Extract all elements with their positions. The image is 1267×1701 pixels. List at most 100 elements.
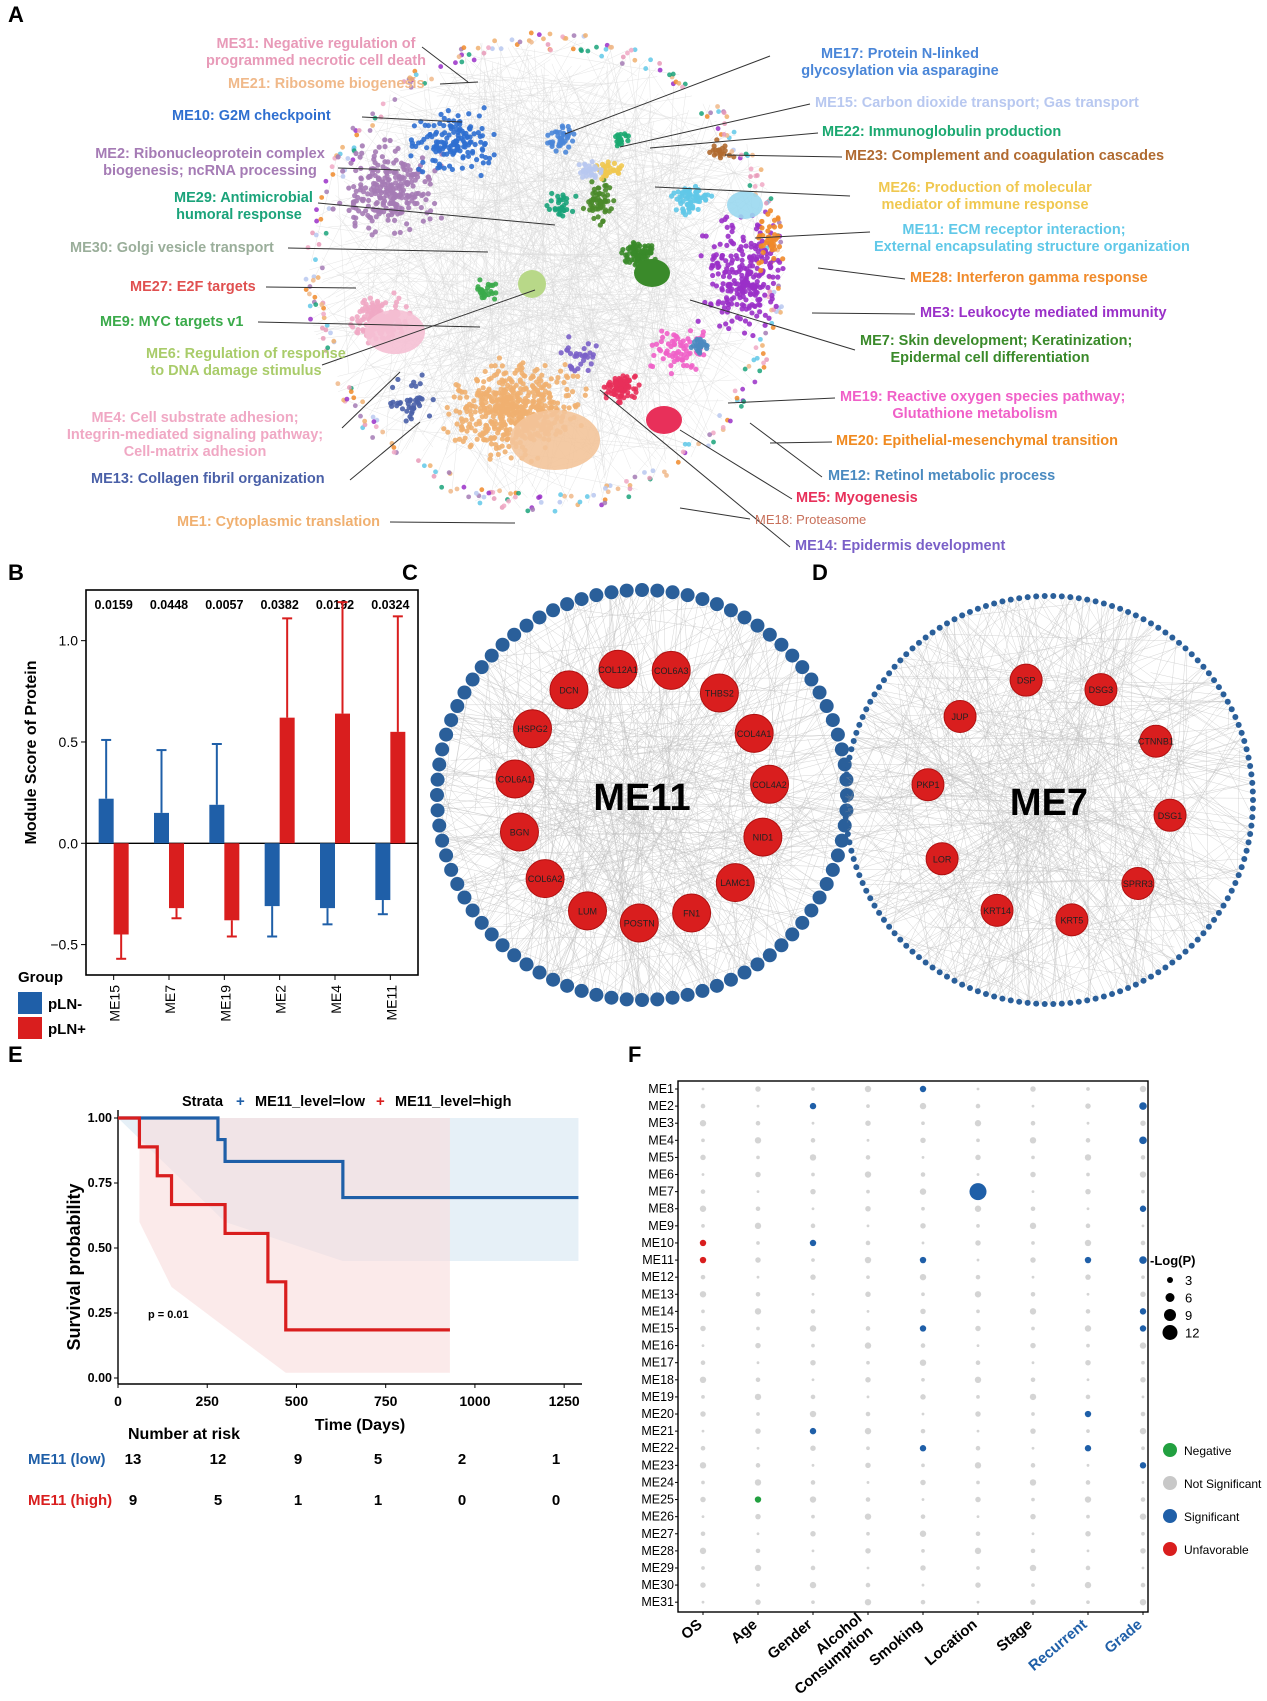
peripheral-node <box>1125 608 1132 615</box>
dot <box>1030 1548 1036 1554</box>
peripheral-node <box>982 602 989 609</box>
peripheral-node <box>909 645 916 652</box>
column-label: Location <box>922 1616 981 1669</box>
dot <box>755 1171 761 1178</box>
peripheral-node <box>922 634 929 641</box>
dot <box>1086 1207 1090 1211</box>
row-label: ME23 <box>641 1458 674 1472</box>
plot-frame <box>677 1080 1149 1613</box>
ci-band-high <box>139 1118 450 1373</box>
module-label-line: humoral response <box>176 207 302 223</box>
hub-gene-node <box>549 670 589 710</box>
column-label: Smoking <box>866 1616 925 1670</box>
hub-gene-label: BGN <box>510 827 530 837</box>
leader-line <box>619 103 811 148</box>
module-label-line: ME30: Golgi vesicle transport <box>70 240 274 256</box>
dot <box>864 1171 872 1178</box>
leader-line <box>564 55 771 135</box>
peripheral-node <box>507 627 522 642</box>
peripheral-node <box>484 648 499 663</box>
dot <box>1139 1325 1147 1332</box>
risk-row-label: ME11 (high) <box>28 1492 112 1509</box>
peripheral-node <box>825 713 840 728</box>
dot <box>756 1412 760 1416</box>
size-legend-dot <box>1167 1277 1173 1283</box>
peripheral-node <box>1194 936 1201 943</box>
peripheral-node <box>951 977 958 984</box>
dot <box>976 1173 980 1176</box>
dot <box>1140 1240 1146 1246</box>
dot <box>1031 1326 1035 1331</box>
legend-title: Group <box>18 969 63 986</box>
dot <box>1030 1428 1036 1434</box>
peripheral-node <box>1224 698 1231 705</box>
peripheral-node <box>867 698 874 705</box>
dot <box>1141 1531 1145 1536</box>
dot <box>1084 1410 1092 1418</box>
peripheral-node <box>944 973 950 980</box>
strata-label: ME11_level=low <box>255 1094 366 1110</box>
x-tick-label: ME4 <box>328 985 344 1014</box>
peripheral-node <box>737 610 752 625</box>
dot <box>1140 1377 1146 1383</box>
dot <box>755 1548 761 1554</box>
dot <box>699 1205 707 1212</box>
p-value-label: 0.0057 <box>205 598 243 612</box>
peripheral-node <box>1125 985 1132 992</box>
dot <box>1139 1308 1147 1315</box>
row-label: ME1 <box>648 1082 674 1096</box>
dot <box>919 1325 927 1332</box>
y-axis-title: Module Score of Protein <box>23 660 40 844</box>
dot <box>976 1566 980 1570</box>
dot <box>1139 1171 1147 1178</box>
peripheral-node <box>843 771 850 778</box>
dot <box>975 1360 981 1365</box>
strata-label: ME11_level=high <box>395 1094 511 1110</box>
dot <box>866 1138 870 1142</box>
peripheral-node <box>774 637 789 652</box>
peripheral-node <box>859 879 866 886</box>
module-label-line: glycosylation via asparagine <box>801 63 999 79</box>
leader-line <box>679 429 793 500</box>
risk-table-title: Number at risk <box>128 1426 240 1443</box>
dot <box>919 1085 927 1093</box>
dot <box>920 1343 926 1348</box>
dot <box>1030 1463 1036 1468</box>
peripheral-node <box>850 855 857 862</box>
peripheral-node <box>1176 954 1183 961</box>
hub-gene-node <box>672 893 712 933</box>
peripheral-node <box>951 616 958 623</box>
hub-title: ME7 <box>1010 782 1088 824</box>
hub-gene-node <box>651 650 691 690</box>
peripheral-node <box>1182 645 1189 652</box>
dot <box>1140 1411 1146 1417</box>
dot <box>810 1223 816 1229</box>
peripheral-node <box>1249 814 1256 821</box>
legend-label: pLN+ <box>48 1021 86 1038</box>
dot <box>811 1600 815 1605</box>
dot <box>701 1173 705 1176</box>
y-tick-label: −0.5 <box>50 937 78 953</box>
dot <box>811 1087 815 1091</box>
dot <box>810 1274 816 1280</box>
peripheral-node <box>1245 839 1252 846</box>
size-legend-label: 9 <box>1185 1308 1192 1323</box>
dot <box>866 1446 870 1451</box>
dot <box>756 1241 760 1245</box>
dot <box>1029 1137 1037 1144</box>
peripheral-node <box>842 797 848 803</box>
x-tick-label: ME11 <box>383 985 399 1021</box>
dot <box>809 1410 817 1418</box>
dot <box>1029 1479 1037 1486</box>
dot <box>1030 1377 1036 1383</box>
dot <box>700 1496 706 1503</box>
risk-value: 5 <box>214 1492 222 1509</box>
dot <box>1029 1393 1037 1401</box>
color-legend-label: Not Significant <box>1184 1477 1262 1491</box>
dot <box>1031 1275 1035 1279</box>
strata-marker: + <box>376 1093 385 1110</box>
hub-gene-node <box>734 713 774 753</box>
peripheral-node <box>1092 598 1099 605</box>
size-legend-title: -Log(P) <box>1150 1253 1195 1268</box>
dot <box>865 1548 871 1554</box>
